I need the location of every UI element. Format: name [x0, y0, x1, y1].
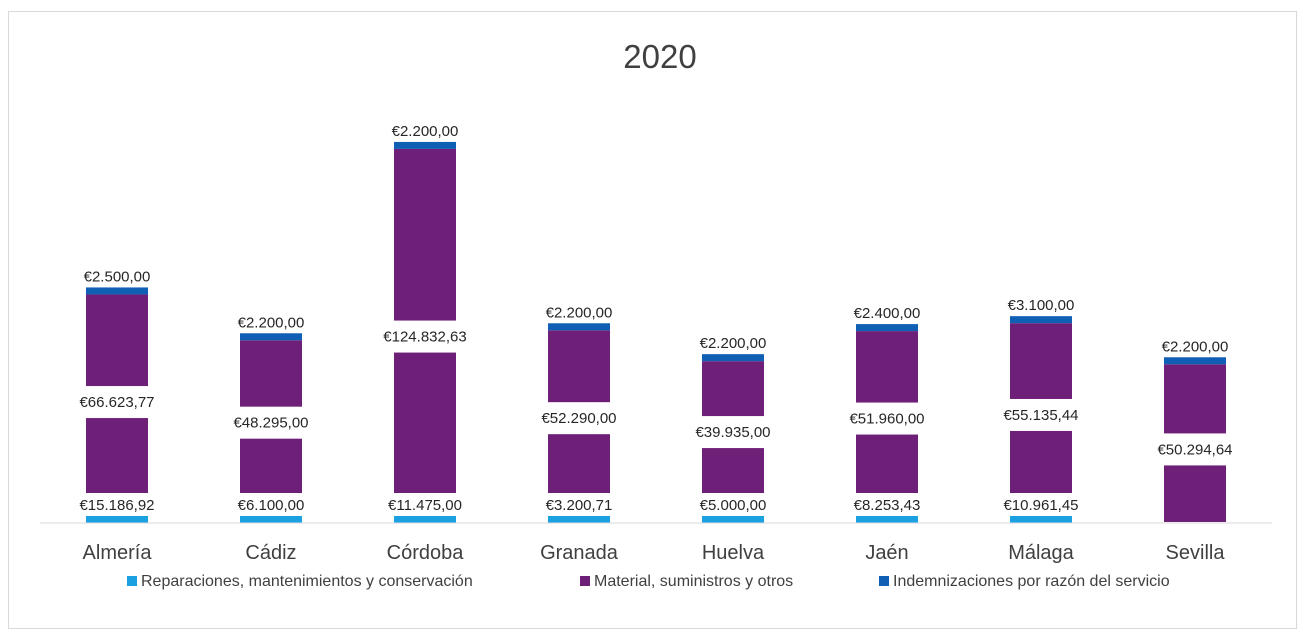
- data-label-indemnizaciones-por-razon-del-servicio-cordoba: €2.200,00: [392, 123, 459, 140]
- bar-material-suministros-y-otros-upper-cadiz: [240, 340, 302, 407]
- data-label-indemnizaciones-por-razon-del-servicio-huelva: €2.200,00: [700, 335, 767, 352]
- chart-frame: [8, 11, 1297, 629]
- category-label-granada: Granada: [540, 542, 619, 564]
- data-label-material-suministros-y-otros-malaga: €55.135,44: [1003, 407, 1078, 424]
- bar-material-suministros-y-otros-upper-sevilla: [1164, 364, 1226, 434]
- bar-material-suministros-y-otros-upper-jaen: [856, 331, 918, 403]
- data-label-indemnizaciones-por-razon-del-servicio-almeria: €2.500,00: [84, 268, 151, 285]
- bar-reparaciones-mantenimientos-y-conservacion-jaen: [856, 516, 918, 523]
- data-label-reparaciones-mantenimientos-y-conservacion-cordoba: €11.475,00: [388, 497, 462, 514]
- bar-indemnizaciones-por-razon-del-servicio-huelva: [702, 354, 764, 362]
- category-label-jaen: Jaén: [865, 542, 908, 564]
- legend-label-material-suministros-y-otros: Material, suministros y otros: [594, 573, 793, 590]
- data-label-reparaciones-mantenimientos-y-conservacion-almeria: €15.186,92: [79, 497, 154, 514]
- bar-material-suministros-y-otros-lower-huelva: [702, 448, 764, 493]
- legend-label-indemnizaciones-por-razon-del-servicio: Indemnizaciones por razón del servicio: [893, 573, 1170, 590]
- bar-material-suministros-y-otros-upper-huelva: [702, 361, 764, 417]
- legend-swatch-material-suministros-y-otros: [580, 576, 590, 586]
- data-label-reparaciones-mantenimientos-y-conservacion-granada: €3.200,71: [546, 497, 613, 514]
- data-label-material-suministros-y-otros-sevilla: €50.294,64: [1157, 441, 1232, 458]
- data-label-material-suministros-y-otros-cadiz: €48.295,00: [233, 415, 308, 432]
- bar-material-suministros-y-otros-upper-malaga: [1010, 323, 1072, 399]
- category-label-almeria: Almería: [83, 542, 153, 564]
- data-label-reparaciones-mantenimientos-y-conservacion-malaga: €10.961,45: [1003, 497, 1078, 514]
- legend-swatch-indemnizaciones-por-razon-del-servicio: [879, 576, 889, 586]
- bar-indemnizaciones-por-razon-del-servicio-cadiz: [240, 333, 302, 341]
- bar-material-suministros-y-otros-upper-cordoba: [394, 148, 456, 321]
- chart-title: 2020: [623, 38, 696, 75]
- bar-material-suministros-y-otros-lower-cordoba: [394, 352, 456, 493]
- legend-swatch-reparaciones-mantenimientos-y-conservacion: [127, 576, 137, 586]
- bars-group: €15.186,92 €66.623,77 €2.500,00 €6.100,00 €4…: [79, 123, 1233, 523]
- bar-indemnizaciones-por-razon-del-servicio-malaga: [1010, 316, 1072, 324]
- data-label-material-suministros-y-otros-jaen: €51.960,00: [849, 411, 924, 428]
- data-label-indemnizaciones-por-razon-del-servicio-jaen: €2.400,00: [854, 305, 921, 322]
- data-label-indemnizaciones-por-razon-del-servicio-granada: €2.200,00: [546, 304, 613, 321]
- bar-reparaciones-mantenimientos-y-conservacion-granada: [548, 516, 610, 523]
- legend-label-reparaciones-mantenimientos-y-conservacion: Reparaciones, mantenimientos y conservac…: [141, 573, 473, 590]
- bar-material-suministros-y-otros-upper-granada: [548, 330, 610, 403]
- data-label-material-suministros-y-otros-almeria: €66.623,77: [79, 394, 154, 411]
- legend: Reparaciones, mantenimientos y conservac…: [127, 573, 1170, 590]
- bar-indemnizaciones-por-razon-del-servicio-granada: [548, 323, 610, 331]
- bar-indemnizaciones-por-razon-del-servicio-almeria: [86, 287, 148, 295]
- bar-indemnizaciones-por-razon-del-servicio-sevilla: [1164, 357, 1226, 365]
- bar-material-suministros-y-otros-lower-jaen: [856, 434, 918, 493]
- category-labels: Almería Cádiz Córdoba Granada Huelva Jaén Mála…: [83, 542, 1226, 564]
- data-label-indemnizaciones-por-razon-del-servicio-cadiz: €2.200,00: [238, 314, 305, 331]
- data-label-material-suministros-y-otros-cordoba: €124.832,63: [383, 329, 466, 346]
- bar-material-suministros-y-otros-lower-malaga: [1010, 430, 1072, 493]
- data-label-reparaciones-mantenimientos-y-conservacion-jaen: €8.253,43: [854, 497, 921, 514]
- category-label-malaga: Málaga: [1008, 542, 1074, 564]
- bar-reparaciones-mantenimientos-y-conservacion-malaga: [1010, 516, 1072, 523]
- category-label-huelva: Huelva: [702, 542, 765, 564]
- bar-reparaciones-mantenimientos-y-conservacion-cadiz: [240, 516, 302, 523]
- bar-material-suministros-y-otros-lower-cadiz: [240, 438, 302, 493]
- category-label-sevilla: Sevilla: [1166, 542, 1226, 564]
- data-label-reparaciones-mantenimientos-y-conservacion-huelva: €5.000,00: [700, 497, 767, 514]
- bar-indemnizaciones-por-razon-del-servicio-jaen: [856, 324, 918, 332]
- bar-reparaciones-mantenimientos-y-conservacion-huelva: [702, 516, 764, 523]
- bar-material-suministros-y-otros-lower-granada: [548, 434, 610, 493]
- bar-indemnizaciones-por-razon-del-servicio-cordoba: [394, 141, 456, 149]
- data-label-indemnizaciones-por-razon-del-servicio-malaga: €3.100,00: [1008, 297, 1075, 314]
- bar-reparaciones-mantenimientos-y-conservacion-cordoba: [394, 516, 456, 523]
- bar-reparaciones-mantenimientos-y-conservacion-almeria: [86, 516, 148, 523]
- bar-material-suministros-y-otros-upper-almeria: [86, 294, 148, 387]
- category-label-cadiz: Cádiz: [245, 542, 296, 564]
- data-label-material-suministros-y-otros-huelva: €39.935,00: [695, 424, 770, 441]
- data-label-material-suministros-y-otros-granada: €52.290,00: [541, 410, 616, 427]
- bar-material-suministros-y-otros-lower-almeria: [86, 418, 148, 493]
- data-label-indemnizaciones-por-razon-del-servicio-sevilla: €2.200,00: [1162, 338, 1229, 355]
- category-label-cordoba: Córdoba: [387, 542, 465, 564]
- bar-material-suministros-y-otros-lower-sevilla: [1164, 465, 1226, 522]
- data-label-reparaciones-mantenimientos-y-conservacion-cadiz: €6.100,00: [238, 497, 305, 514]
